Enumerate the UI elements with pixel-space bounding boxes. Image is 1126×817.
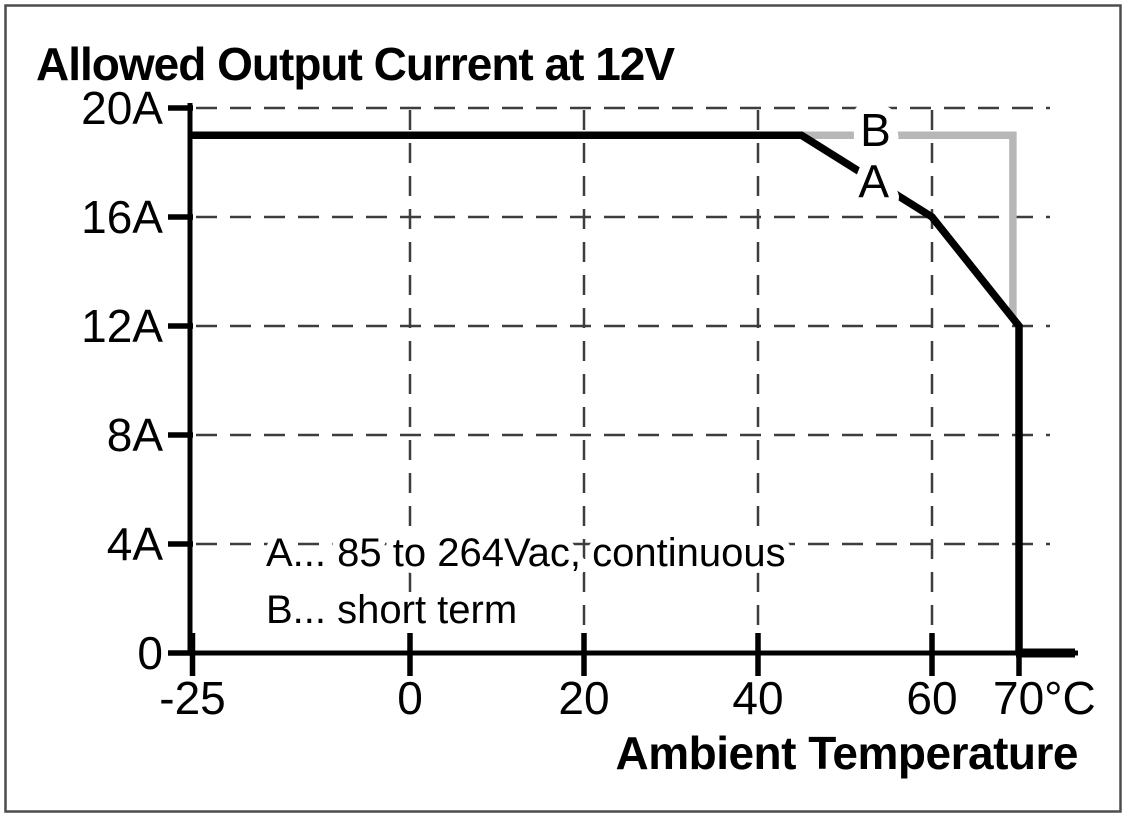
axis-layer: [168, 103, 1078, 676]
y-tick-label-4: 4A: [107, 518, 164, 570]
series-layer: [192, 131, 1023, 653]
x-tick-label-70: 70°C: [993, 672, 1096, 724]
curve-label-A: A: [858, 156, 889, 208]
x-tick-label-20: 20: [558, 672, 609, 724]
x-tick-label-40: 40: [732, 672, 783, 724]
curve-label-layer: BA: [848, 94, 900, 218]
x-axis-title: Ambient Temperature: [615, 727, 1078, 779]
legend-series-a: A... 85 to 264Vac, continuous: [266, 531, 786, 575]
x-tick-label-0: 0: [397, 672, 423, 724]
curve-A: [192, 131, 1023, 653]
y-tick-label-20: 20A: [81, 82, 163, 134]
y-tick-label-12: 12A: [81, 300, 163, 352]
chart-title: Allowed Output Current at 12V: [36, 38, 675, 90]
curve-B: [792, 131, 1017, 318]
x-tick-label-60: 60: [906, 672, 957, 724]
x-tick-label--25: -25: [159, 672, 225, 724]
y-tick-label-0: 0: [137, 627, 163, 679]
curve-label-B: B: [860, 104, 891, 156]
y-tick-label-16: 16A: [81, 191, 163, 243]
legend-series-b: B... short term: [266, 588, 517, 632]
y-tick-label-8: 8A: [107, 409, 164, 461]
gridline-layer: [196, 106, 1050, 651]
figure-border: [4, 4, 1122, 813]
